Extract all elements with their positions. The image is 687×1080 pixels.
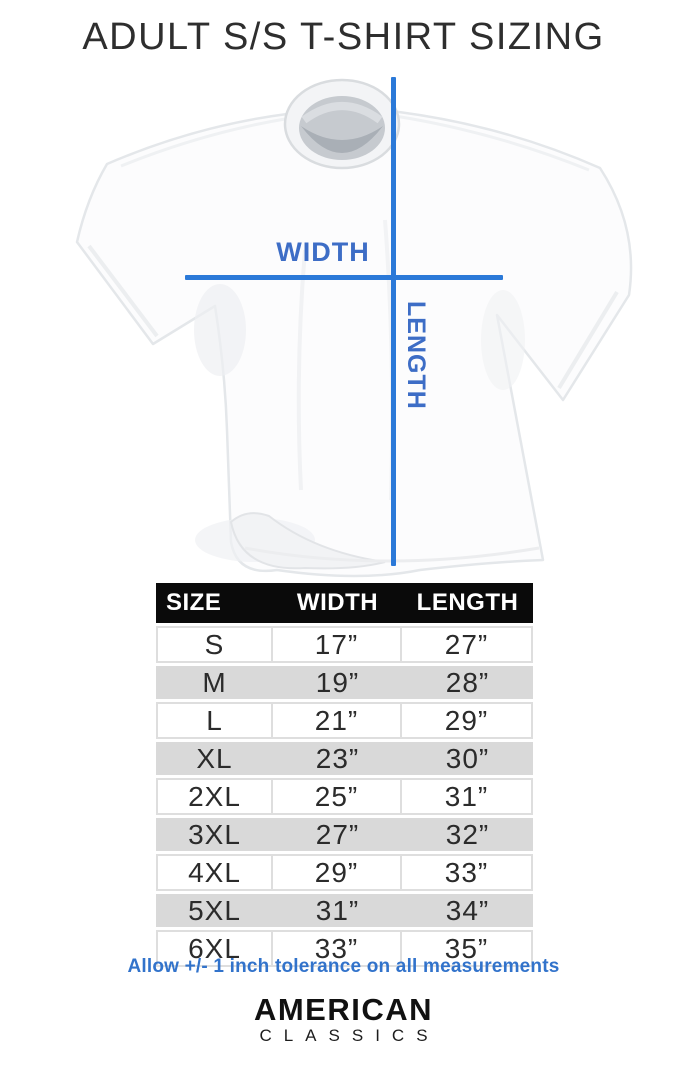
table-row-s: S 17” 27” [156, 626, 533, 663]
cell-width: 31” [273, 894, 402, 927]
cell-width: 33” [273, 930, 402, 967]
table-row-4xl: 4XL 29” 33” [156, 854, 533, 891]
cell-size: 4XL [156, 854, 273, 891]
cell-width: 19” [273, 666, 402, 699]
table-row-5xl: 5XL 31” 34” [156, 894, 533, 927]
table-row-m: M 19” 28” [156, 666, 533, 699]
cell-width: 29” [273, 854, 402, 891]
tshirt-collar [283, 78, 401, 170]
cell-length: 28” [402, 666, 533, 699]
table-header-row: SIZE WIDTH LENGTH [156, 583, 533, 623]
tshirt-image [75, 78, 633, 578]
tshirt-body [75, 107, 633, 578]
brand-logo: AMERICAN CLASSICS [0, 994, 687, 1046]
cell-length: 31” [402, 778, 533, 815]
header-width: WIDTH [273, 583, 402, 623]
cell-size: XL [156, 742, 273, 775]
cell-size: 2XL [156, 778, 273, 815]
cell-width: 21” [273, 702, 402, 739]
size-chart-table: SIZE WIDTH LENGTH S 17” 27” M 19” 28” L … [156, 580, 533, 970]
cell-size: 3XL [156, 818, 273, 851]
cell-size: 6XL [156, 930, 273, 967]
cell-length: 32” [402, 818, 533, 851]
cell-length: 27” [402, 626, 533, 663]
tolerance-note: Allow +/- 1 inch tolerance on all measur… [127, 956, 560, 977]
brand-name-classics: CLASSICS [259, 1026, 440, 1045]
cell-size: M [156, 666, 273, 699]
page-title: ADULT S/S T-SHIRT SIZING [82, 16, 605, 58]
header-size: SIZE [156, 583, 273, 623]
table-row-xl: XL 23” 30” [156, 742, 533, 775]
width-label: WIDTH [276, 237, 370, 267]
length-measure-line [391, 77, 396, 566]
cell-length: 29” [402, 702, 533, 739]
header-length: LENGTH [402, 583, 533, 623]
cell-size: L [156, 702, 273, 739]
cell-width: 27” [273, 818, 402, 851]
cell-width: 23” [273, 742, 402, 775]
table-row-2xl: 2XL 25” 31” [156, 778, 533, 815]
brand-name-american: AMERICAN [253, 992, 434, 1027]
cell-size: 5XL [156, 894, 273, 927]
cell-size: S [156, 626, 273, 663]
table-row-3xl: 3XL 27” 32” [156, 818, 533, 851]
length-label: LENGTH [402, 301, 430, 410]
table-row-l: L 21” 29” [156, 702, 533, 739]
cell-length: 33” [402, 854, 533, 891]
table-row-6xl: 6XL 33” 35” [156, 930, 533, 967]
width-measure-line [185, 275, 503, 280]
cell-length: 30” [402, 742, 533, 775]
cell-length: 35” [402, 930, 533, 967]
cell-length: 34” [402, 894, 533, 927]
cell-width: 17” [273, 626, 402, 663]
cell-width: 25” [273, 778, 402, 815]
